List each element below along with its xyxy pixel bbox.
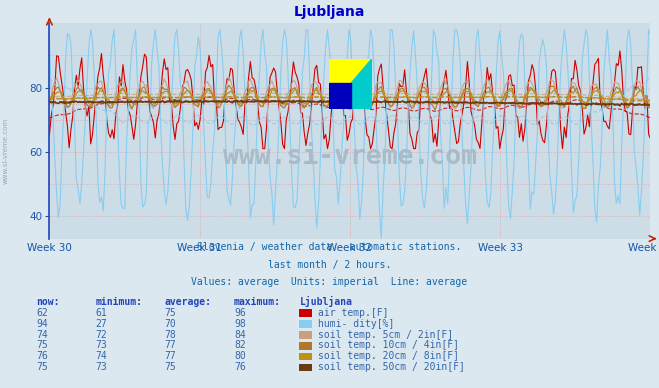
Text: air temp.[F]: air temp.[F] — [318, 308, 389, 318]
Text: 94: 94 — [36, 319, 48, 329]
Text: 73: 73 — [96, 340, 107, 350]
Text: 70: 70 — [165, 319, 177, 329]
Text: 61: 61 — [96, 308, 107, 318]
Text: www.si-vreme.com: www.si-vreme.com — [2, 118, 9, 184]
Text: 62: 62 — [36, 308, 48, 318]
Text: 72: 72 — [96, 329, 107, 340]
Text: humi- dity[%]: humi- dity[%] — [318, 319, 395, 329]
Text: 73: 73 — [96, 362, 107, 372]
Text: 78: 78 — [165, 329, 177, 340]
Text: 75: 75 — [36, 362, 48, 372]
Text: 75: 75 — [36, 340, 48, 350]
Text: soil temp. 20cm / 8in[F]: soil temp. 20cm / 8in[F] — [318, 351, 459, 361]
Text: last month / 2 hours.: last month / 2 hours. — [268, 260, 391, 270]
Text: 75: 75 — [165, 362, 177, 372]
Text: www.si-vreme.com: www.si-vreme.com — [223, 144, 477, 170]
Text: 27: 27 — [96, 319, 107, 329]
Text: 74: 74 — [36, 329, 48, 340]
Text: now:: now: — [36, 296, 60, 307]
Text: 82: 82 — [234, 340, 246, 350]
Text: 84: 84 — [234, 329, 246, 340]
Text: 76: 76 — [234, 362, 246, 372]
Text: 98: 98 — [234, 319, 246, 329]
Text: Ljubljana: Ljubljana — [294, 5, 365, 19]
Text: 80: 80 — [234, 351, 246, 361]
Text: Ljubljana: Ljubljana — [300, 296, 353, 307]
Text: soil temp. 10cm / 4in[F]: soil temp. 10cm / 4in[F] — [318, 340, 459, 350]
Polygon shape — [329, 59, 372, 109]
Text: Slovenia / weather data - automatic stations.: Slovenia / weather data - automatic stat… — [197, 242, 462, 252]
Text: 77: 77 — [165, 340, 177, 350]
Text: soil temp. 5cm / 2in[F]: soil temp. 5cm / 2in[F] — [318, 329, 453, 340]
Text: minimum:: minimum: — [96, 296, 142, 307]
Bar — [329, 83, 351, 109]
Text: 74: 74 — [96, 351, 107, 361]
Text: 77: 77 — [165, 351, 177, 361]
Text: Values: average  Units: imperial  Line: average: Values: average Units: imperial Line: av… — [191, 277, 468, 287]
Text: 75: 75 — [165, 308, 177, 318]
Text: soil temp. 50cm / 20in[F]: soil temp. 50cm / 20in[F] — [318, 362, 465, 372]
Text: average:: average: — [165, 296, 212, 307]
Text: maximum:: maximum: — [234, 296, 281, 307]
Polygon shape — [329, 59, 372, 109]
Text: 96: 96 — [234, 308, 246, 318]
Text: 76: 76 — [36, 351, 48, 361]
